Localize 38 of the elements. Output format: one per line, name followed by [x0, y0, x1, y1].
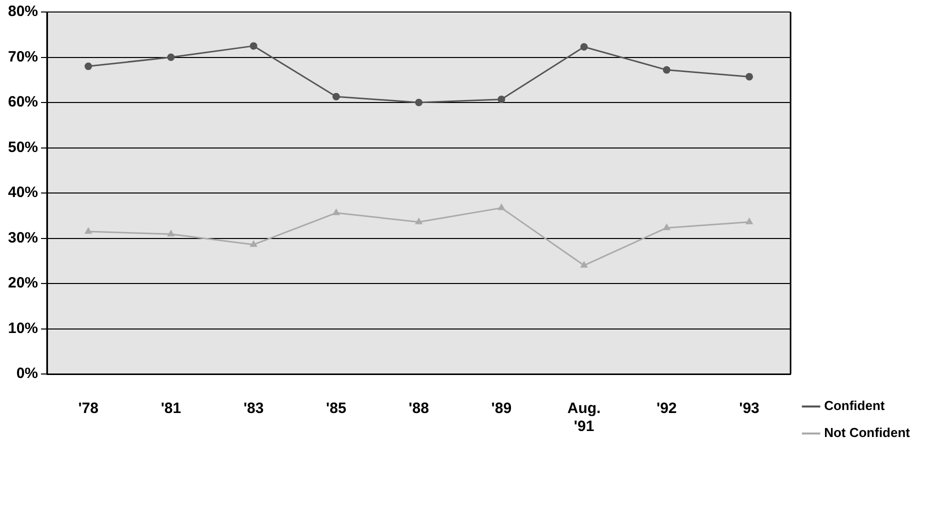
- point: [84, 228, 92, 234]
- y-tick-label: 30%: [8, 229, 38, 246]
- point: [167, 54, 175, 61]
- point: [168, 230, 174, 236]
- point: [415, 98, 423, 106]
- y-tick-label: 60%: [8, 94, 38, 111]
- point: [415, 218, 422, 224]
- point: [498, 204, 505, 210]
- y-tick-label: 50%: [8, 138, 38, 156]
- y-tick-label: 20%: [8, 274, 38, 292]
- x-tick-label: '85: [326, 400, 346, 418]
- legend-label: Not Confident: [824, 425, 911, 440]
- point: [332, 92, 340, 100]
- y-tick-label: 10%: [8, 320, 38, 337]
- point: [663, 224, 670, 230]
- point: [580, 43, 588, 51]
- legend-label: Confident: [824, 398, 886, 414]
- x-tick-label: '89: [491, 400, 512, 418]
- x-tick-label: '88: [408, 400, 429, 418]
- x-tick-label: '78: [78, 400, 98, 418]
- y-tick-label: 0%: [16, 365, 38, 382]
- point: [332, 209, 340, 216]
- y-tick-label: 80%: [8, 3, 38, 20]
- point: [250, 42, 258, 50]
- y-tick-label: 70%: [8, 48, 38, 66]
- x-tick-label: '93: [739, 400, 760, 418]
- x-tick-label: '81: [160, 400, 182, 418]
- y-tick-label: 40%: [8, 184, 38, 202]
- x-tick-label: Aug. '91: [567, 400, 601, 436]
- x-tick-label: '83: [243, 400, 264, 418]
- point: [498, 96, 506, 104]
- point: [84, 62, 92, 70]
- point: [250, 240, 257, 247]
- x-tick-label: '92: [656, 400, 677, 418]
- point: [746, 218, 753, 224]
- point: [746, 72, 754, 80]
- point: [580, 262, 588, 268]
- point: [662, 66, 670, 74]
